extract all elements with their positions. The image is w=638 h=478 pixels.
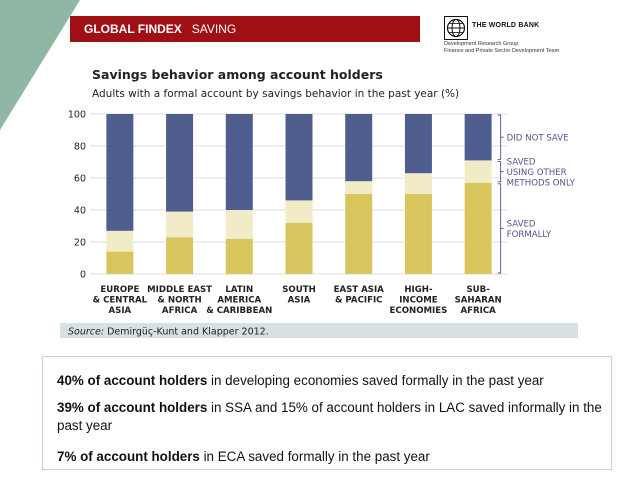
savings-chart: Savings behavior among account holders A… bbox=[60, 67, 578, 338]
bar-segment-saved-other bbox=[285, 200, 313, 223]
legend-label: FORMALLY bbox=[507, 230, 552, 240]
world-bank-team: Finance and Private Sector Development T… bbox=[444, 48, 560, 54]
corner-decoration bbox=[0, 0, 80, 130]
x-tick-label: ASIA bbox=[109, 306, 132, 316]
bar-segment-saved-formally bbox=[345, 194, 373, 274]
legend-bracket bbox=[497, 160, 504, 183]
finding-2: 39% of account holders in SSA and 15% of… bbox=[57, 399, 602, 435]
world-bank-globe-icon bbox=[444, 16, 468, 40]
chart-subtitle: Adults with a formal account by savings … bbox=[92, 88, 459, 100]
y-tick-label: 60 bbox=[74, 174, 86, 185]
bar-segment-did-not-save bbox=[404, 114, 432, 174]
bar-segment-saved-other bbox=[464, 160, 492, 183]
bars bbox=[106, 114, 492, 274]
x-tick-label: & CARIBBEAN bbox=[206, 306, 272, 316]
y-tick-label: 80 bbox=[74, 142, 86, 153]
finding-3: 7% of account holders in ECA saved forma… bbox=[57, 448, 602, 466]
x-tick-label: & PACIFIC bbox=[335, 296, 383, 306]
finding-1-text: in developing economies saved formally i… bbox=[207, 373, 544, 388]
bar-segment-saved-other bbox=[404, 173, 432, 194]
bar-segment-did-not-save bbox=[225, 114, 253, 210]
x-tick-label: AMERICA bbox=[217, 296, 261, 306]
legend-bracket bbox=[497, 183, 504, 274]
x-tick-label: LATIN bbox=[225, 285, 253, 295]
bar-segment-saved-formally bbox=[106, 251, 134, 274]
y-tick-label: 20 bbox=[74, 238, 86, 249]
legend-label: SAVED bbox=[507, 219, 536, 229]
source-label: Source: bbox=[68, 327, 104, 338]
bar-segment-did-not-save bbox=[345, 114, 373, 182]
legend-label: SAVED bbox=[507, 157, 536, 167]
bar-segment-did-not-save bbox=[285, 114, 313, 201]
legend-label: USING OTHER bbox=[507, 168, 567, 178]
y-axis: 100 80 60 40 20 0 bbox=[68, 110, 86, 281]
legend-label: DID NOT SAVE bbox=[507, 133, 569, 143]
bar-segment-saved-formally bbox=[404, 194, 432, 274]
x-tick-label: EAST ASIA bbox=[334, 285, 385, 295]
x-tick-label: ECONOMIES bbox=[390, 306, 448, 316]
x-tick-label: MIDDLE EAST bbox=[147, 285, 212, 295]
source-note: Source: Demirgüç-Kunt and Klapper 2012. bbox=[68, 327, 269, 338]
bar-segment-saved-other bbox=[106, 230, 134, 252]
x-tick-label: AFRICA bbox=[162, 306, 198, 316]
header-title: GLOBAL FINDEX bbox=[84, 22, 182, 36]
x-tick-label: INCOME bbox=[399, 296, 438, 306]
bar-segment-saved-other bbox=[345, 181, 373, 194]
bar-segment-did-not-save bbox=[106, 114, 134, 231]
x-tick-label: HIGH- bbox=[404, 285, 433, 295]
x-tick-label: SUB- bbox=[466, 285, 490, 295]
world-bank-logo-block: THE WORLD BANK Development Research Grou… bbox=[444, 16, 634, 56]
bar-segment-did-not-save bbox=[464, 114, 492, 161]
x-tick-label: EUROPE bbox=[100, 285, 139, 295]
y-tick-label: 100 bbox=[68, 110, 86, 121]
y-tick-label: 0 bbox=[80, 270, 86, 281]
y-tick-label: 40 bbox=[74, 206, 86, 217]
chart-title: Savings behavior among account holders bbox=[92, 67, 383, 82]
world-bank-group: Development Research Group bbox=[444, 41, 519, 47]
source-bar bbox=[60, 323, 578, 338]
legend-bracket bbox=[497, 114, 504, 160]
source-text: Demirgüç-Kunt and Klapper 2012. bbox=[104, 327, 269, 338]
finding-2-text: in SSA and 15% of account holders in LAC… bbox=[57, 400, 602, 433]
x-tick-label: & NORTH bbox=[157, 296, 201, 306]
bar-segment-saved-other bbox=[166, 211, 194, 238]
finding-1: 40% of account holders in developing eco… bbox=[57, 372, 602, 390]
bar-segment-saved-other bbox=[225, 210, 253, 239]
header-section: SAVING bbox=[191, 22, 237, 36]
bar-segment-saved-formally bbox=[225, 238, 253, 274]
world-bank-name: THE WORLD BANK bbox=[472, 22, 540, 29]
bar-segment-saved-formally bbox=[285, 222, 313, 274]
legend-label: METHODS ONLY bbox=[507, 178, 576, 188]
x-tick-label: SOUTH bbox=[282, 285, 316, 295]
finding-2-bold: 39% of account holders bbox=[57, 400, 208, 415]
x-tick-label: AFRICA bbox=[460, 306, 496, 316]
bar-segment-saved-formally bbox=[166, 237, 194, 274]
x-tick-label: & CENTRAL bbox=[93, 296, 148, 306]
x-tick-label: SAHARAN bbox=[455, 296, 502, 306]
header-bar: GLOBAL FINDEX SAVING bbox=[70, 16, 420, 42]
key-findings-box: 40% of account holders in developing eco… bbox=[42, 356, 612, 470]
finding-3-bold: 7% of account holders bbox=[57, 449, 200, 464]
bar-segment-did-not-save bbox=[166, 114, 194, 212]
bar-segment-saved-formally bbox=[464, 182, 492, 274]
finding-1-bold: 40% of account holders bbox=[57, 373, 208, 388]
x-tick-label: ASIA bbox=[288, 296, 311, 306]
finding-3-text: in ECA saved formally in the past year bbox=[199, 449, 430, 464]
